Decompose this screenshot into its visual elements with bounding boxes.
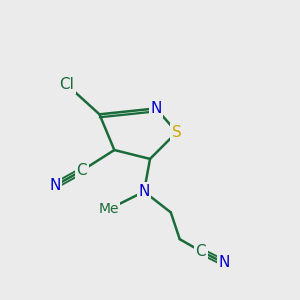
Text: Cl: Cl [59, 77, 74, 92]
Text: N: N [49, 178, 61, 193]
Text: Me: Me [98, 202, 119, 216]
Text: C: C [76, 163, 87, 178]
Text: N: N [138, 184, 150, 199]
Text: S: S [172, 125, 182, 140]
Text: N: N [219, 255, 230, 270]
Text: C: C [195, 244, 206, 259]
Text: N: N [150, 101, 162, 116]
